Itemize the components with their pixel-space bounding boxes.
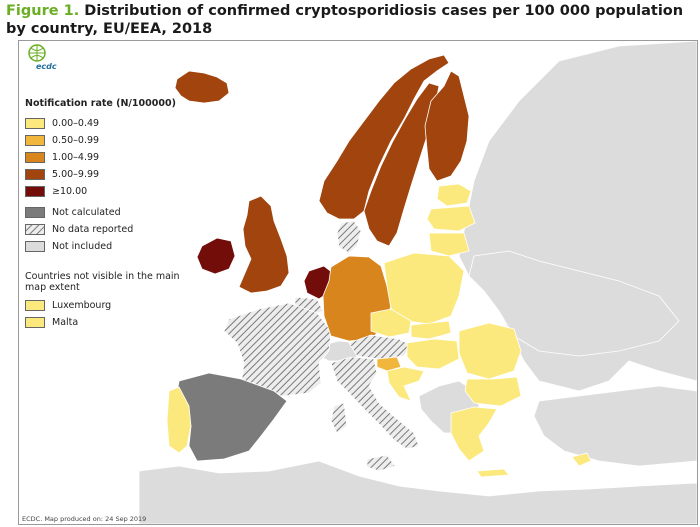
- region-ukraine-not-included: [468, 250, 680, 357]
- legend-swatch-hatched: [25, 224, 45, 235]
- country-poland: [383, 252, 465, 325]
- legend-swatch: [25, 300, 45, 311]
- country-greece-crete: [476, 468, 510, 478]
- country-italy-sicily: [366, 454, 396, 472]
- small-countries-title: Countries not visible in the main map ex…: [25, 271, 180, 293]
- legend-swatch: [25, 317, 45, 328]
- country-finland: [424, 70, 470, 182]
- legend-label: 0.00–0.49: [52, 118, 100, 129]
- legend-label: Luxembourg: [52, 300, 112, 311]
- country-slovakia: [410, 320, 452, 340]
- legend-item: ≥10.00: [25, 183, 190, 200]
- legend-item: 0.00–0.49: [25, 115, 190, 132]
- legend-label: Not calculated: [52, 207, 121, 218]
- legend-swatch: [25, 135, 45, 146]
- legend-label: No data reported: [52, 224, 134, 235]
- country-estonia: [436, 183, 472, 207]
- country-cyprus: [571, 452, 592, 467]
- legend-item-small-country: Luxembourg: [25, 297, 190, 314]
- map-frame: ecdc Notification rate (N/100000) 0.00–0…: [18, 40, 698, 525]
- country-latvia: [426, 205, 476, 232]
- country-italy: [330, 356, 420, 450]
- country-czechia: [370, 308, 412, 338]
- figure-label: Figure 1.: [6, 3, 80, 19]
- country-lithuania: [428, 232, 470, 257]
- europe-map: [19, 41, 697, 524]
- legend-swatch: [25, 118, 45, 129]
- country-norway: [318, 54, 450, 220]
- legend-item-no-data: No data reported: [25, 221, 190, 238]
- country-ireland: [196, 237, 236, 275]
- country-greece: [450, 406, 498, 462]
- legend-item: 0.50–0.99: [25, 132, 190, 149]
- country-bulgaria: [464, 376, 522, 407]
- figure-title: Figure 1. Distribution of confirmed cryp…: [6, 2, 696, 38]
- legend-label: Malta: [52, 317, 79, 328]
- country-united-kingdom: [238, 195, 290, 294]
- country-croatia: [386, 366, 425, 402]
- map-footer: ECDC. Map produced on: 24 Sep 2019: [22, 515, 147, 523]
- legend-label: 0.50–0.99: [52, 135, 100, 146]
- legend-label: Not included: [52, 241, 113, 252]
- region-turkey-not-included: [533, 385, 697, 467]
- country-denmark: [336, 220, 362, 254]
- country-romania: [458, 322, 522, 380]
- country-france: [223, 302, 332, 397]
- legend-swatch: [25, 186, 45, 197]
- legend-label: ≥10.00: [52, 186, 88, 197]
- ecdc-globe-icon: [28, 44, 46, 62]
- legend-title: Notification rate (N/100000): [25, 98, 176, 109]
- country-portugal: [166, 386, 192, 454]
- country-hungary: [406, 338, 460, 370]
- legend-item: 5.00–9.99: [25, 166, 190, 183]
- legend-item-not-included: Not included: [25, 238, 190, 255]
- country-italy-sardinia: [330, 402, 348, 434]
- legend-swatch: [25, 207, 45, 218]
- legend-swatch: [25, 169, 45, 180]
- legend-label: 5.00–9.99: [52, 169, 100, 180]
- region-north-africa-not-included: [138, 460, 697, 524]
- map-legend: Notification rate (N/100000) 0.00–0.49 0…: [25, 98, 190, 331]
- ecdc-logo: ecdc: [26, 44, 70, 74]
- legend-swatch: [25, 152, 45, 163]
- ecdc-logo-text: ecdc: [36, 62, 57, 71]
- legend-swatch: [25, 241, 45, 252]
- legend-item-not-calculated: Not calculated: [25, 204, 190, 221]
- legend-item: 1.00–4.99: [25, 149, 190, 166]
- figure-title-text: Distribution of confirmed cryptosporidio…: [6, 3, 684, 37]
- country-iceland: [174, 70, 230, 104]
- legend-label: 1.00–4.99: [52, 152, 100, 163]
- legend-item-small-country: Malta: [25, 314, 190, 331]
